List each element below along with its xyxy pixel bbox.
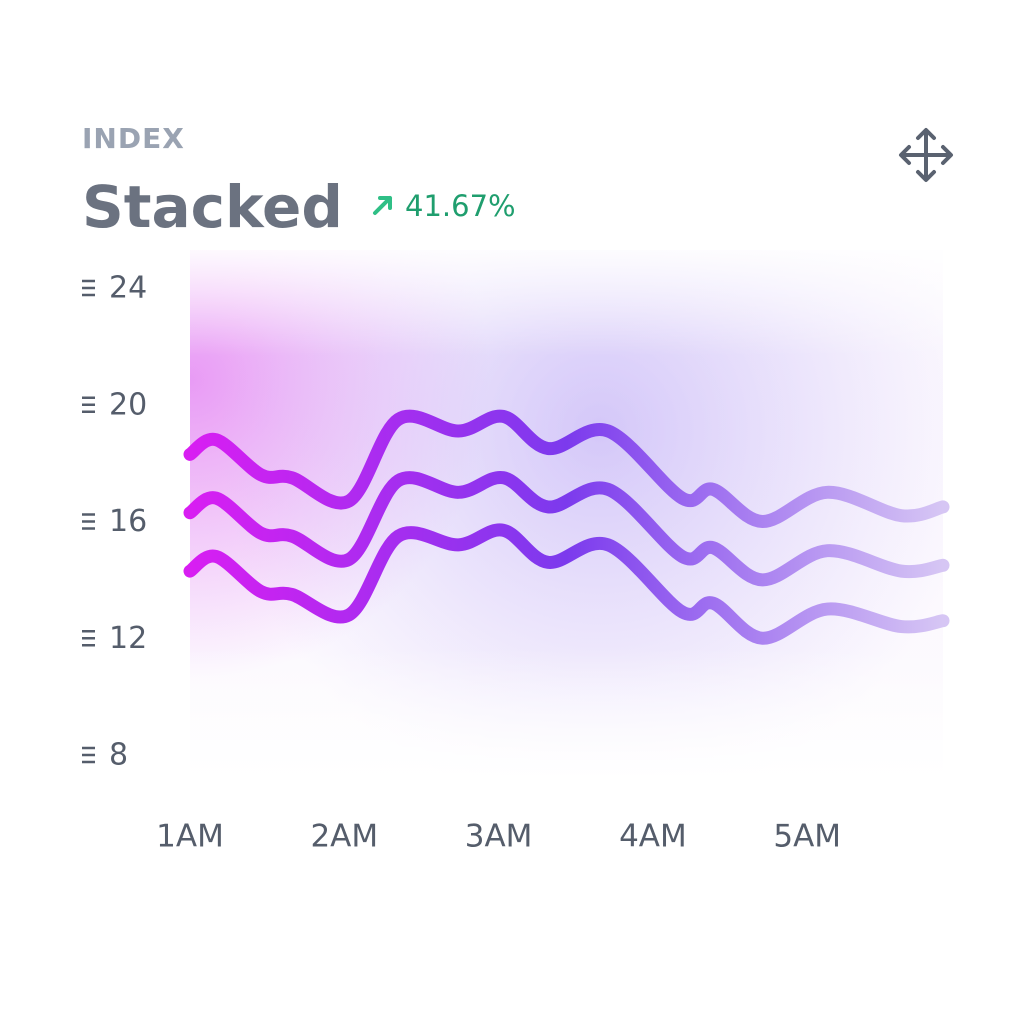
x-tick-label: 4AM — [619, 819, 687, 855]
overline: INDEX — [82, 122, 185, 155]
trend-arrow — [373, 196, 392, 215]
y-tick — [82, 396, 95, 413]
x-tick-label: 1AM — [156, 819, 224, 855]
y-tick — [82, 746, 95, 764]
x-tick-label: 5AM — [773, 819, 841, 855]
x-tick-label: 2AM — [310, 819, 378, 855]
y-tick — [82, 513, 95, 530]
chart-title: Stacked — [82, 173, 343, 241]
series-line — [183, 471, 950, 587]
series-line — [183, 409, 950, 528]
x-tick-label: 3AM — [465, 819, 533, 855]
y-tick-label: 24 — [109, 271, 147, 306]
y-tick — [82, 279, 95, 297]
plot-background — [190, 250, 943, 780]
y-tick — [82, 630, 95, 647]
series-line — [183, 523, 950, 645]
expand-icon[interactable] — [899, 128, 953, 182]
y-tick-label: 12 — [109, 621, 147, 656]
y-tick-label: 20 — [109, 387, 147, 422]
change-value: 41.67% — [405, 189, 516, 223]
y-tick-label: 16 — [109, 504, 147, 539]
y-tick-label: 8 — [109, 738, 128, 773]
